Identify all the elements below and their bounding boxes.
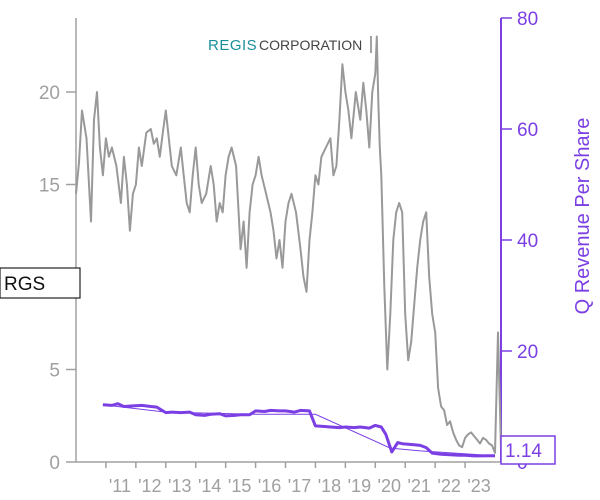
left-tick-label: 20 [39, 83, 60, 104]
x-tick-label: '17 [288, 476, 311, 496]
left-tick-label: 5 [49, 361, 60, 382]
left-tick-label: 15 [39, 176, 60, 197]
price-series-line [75, 35, 502, 454]
left-axis-ticks: 0 5 15 20 [39, 83, 76, 474]
x-tick-label: '11 [109, 476, 131, 496]
ticker-badge: RGS [0, 267, 81, 299]
last-value-badge: 1.14 [500, 435, 556, 465]
x-axis-ticks: '11 '12 '13 '14 '15 '16 '17 '18 '19 '20 '21 '22 '23 [105, 462, 491, 496]
revenue-trend-line [102, 404, 496, 457]
right-tick-label: 80 [517, 9, 538, 30]
x-tick-label: '15 [228, 476, 251, 496]
logo-suffix: CORPORATION [259, 37, 362, 53]
right-tick-label: 40 [517, 231, 538, 252]
left-tick-label: 0 [49, 453, 60, 474]
x-tick-label: '13 [168, 476, 191, 496]
right-tick-label: 60 [517, 120, 538, 141]
x-tick-label: '23 [467, 476, 490, 496]
x-tick-label: '12 [138, 476, 161, 496]
ticker-box [0, 267, 81, 299]
x-tick-label: '20 [378, 476, 401, 496]
x-tick-label: '22 [437, 476, 460, 496]
x-tick-label: '18 [318, 476, 341, 496]
x-tick-label: '19 [348, 476, 371, 496]
right-tick-label: 20 [517, 342, 538, 363]
last-value-text: 1.14 [505, 441, 542, 462]
logo-brand: REGIS [208, 37, 257, 54]
last-value-box [500, 435, 556, 465]
series-layer [75, 35, 502, 458]
right-axis-title: Q Revenue Per Share [572, 118, 594, 315]
x-tick-label: '21 [407, 476, 430, 496]
x-axis: '11 '12 '13 '14 '15 '16 '17 '18 '19 '20 '21 '22 '23 [76, 461, 501, 496]
left-axis: 0 5 15 20 [39, 18, 77, 474]
x-tick-label: '16 [258, 476, 281, 496]
ticker-label: RGS [4, 274, 45, 295]
company-logo: REGIS CORPORATION [208, 36, 372, 54]
x-tick-label: '14 [198, 476, 221, 496]
